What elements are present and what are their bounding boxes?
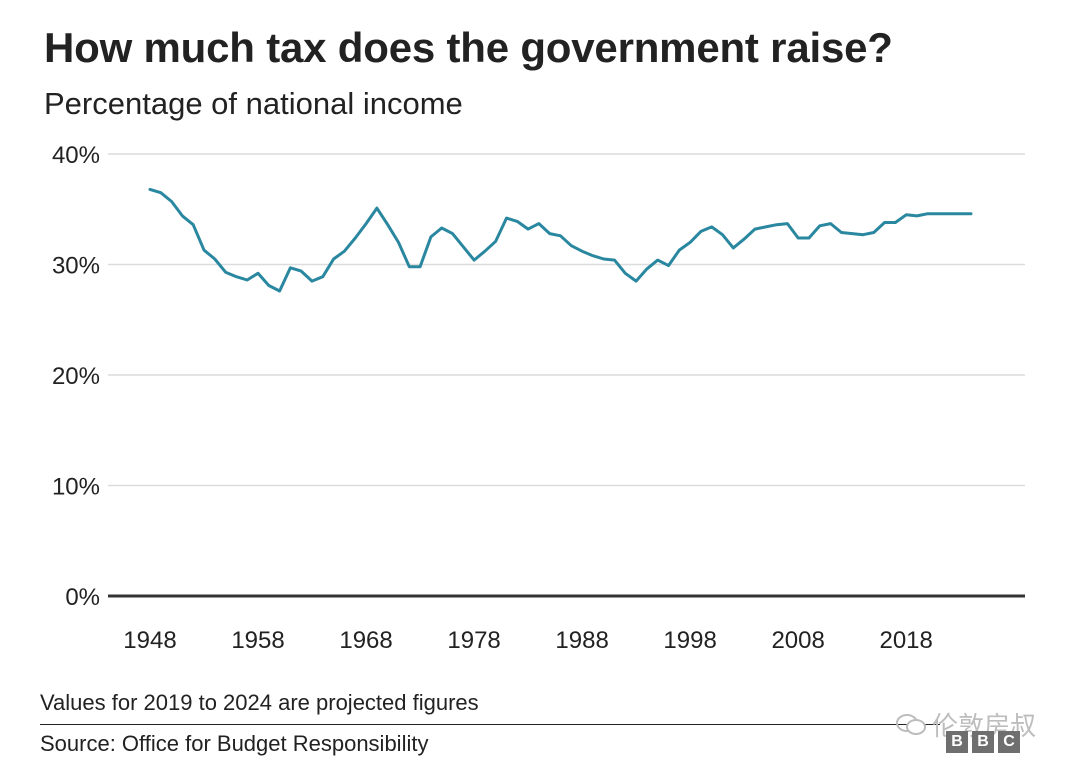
bbc-logo: B B C [946, 731, 1020, 753]
chart-title: How much tax does the government raise? [44, 24, 893, 71]
x-tick-label: 1998 [663, 627, 716, 654]
line-chart: 0% 10% 20% 30% 40% 1948 1958 1968 1978 1988 1998 2… [52, 142, 1025, 654]
chat-bubble-icon [896, 713, 926, 735]
projection-note: Values for 2019 to 2024 are projected fi… [40, 690, 479, 715]
bbc-logo-letter: B [972, 731, 994, 753]
series-line [148, 187, 973, 293]
series-layer [148, 187, 973, 293]
x-tick-label: 2018 [879, 627, 932, 654]
chart-subtitle: Percentage of national income [44, 86, 463, 121]
y-tick-label: 30% [52, 253, 100, 280]
x-tick-label: 1988 [555, 627, 608, 654]
x-tick-label: 2008 [771, 627, 824, 654]
y-axis-ticks: 0% 10% 20% 30% 40% [52, 142, 100, 611]
source-note: Source: Office for Budget Responsibility [40, 731, 429, 756]
x-axis-ticks: 1948 1958 1968 1978 1988 1998 2008 2018 [123, 627, 933, 654]
y-tick-label: 10% [52, 474, 100, 501]
x-tick-label: 1958 [231, 627, 284, 654]
y-tick-label: 40% [52, 142, 100, 169]
gridlines [108, 153, 1025, 598]
footer-divider [40, 724, 940, 725]
bbc-logo-letter: B [946, 731, 968, 753]
x-tick-label: 1968 [339, 627, 392, 654]
y-tick-label: 0% [65, 584, 100, 611]
x-tick-label: 1978 [447, 627, 500, 654]
bbc-logo-letter: C [998, 731, 1020, 753]
y-tick-label: 20% [52, 363, 100, 390]
x-tick-label: 1948 [123, 627, 176, 654]
